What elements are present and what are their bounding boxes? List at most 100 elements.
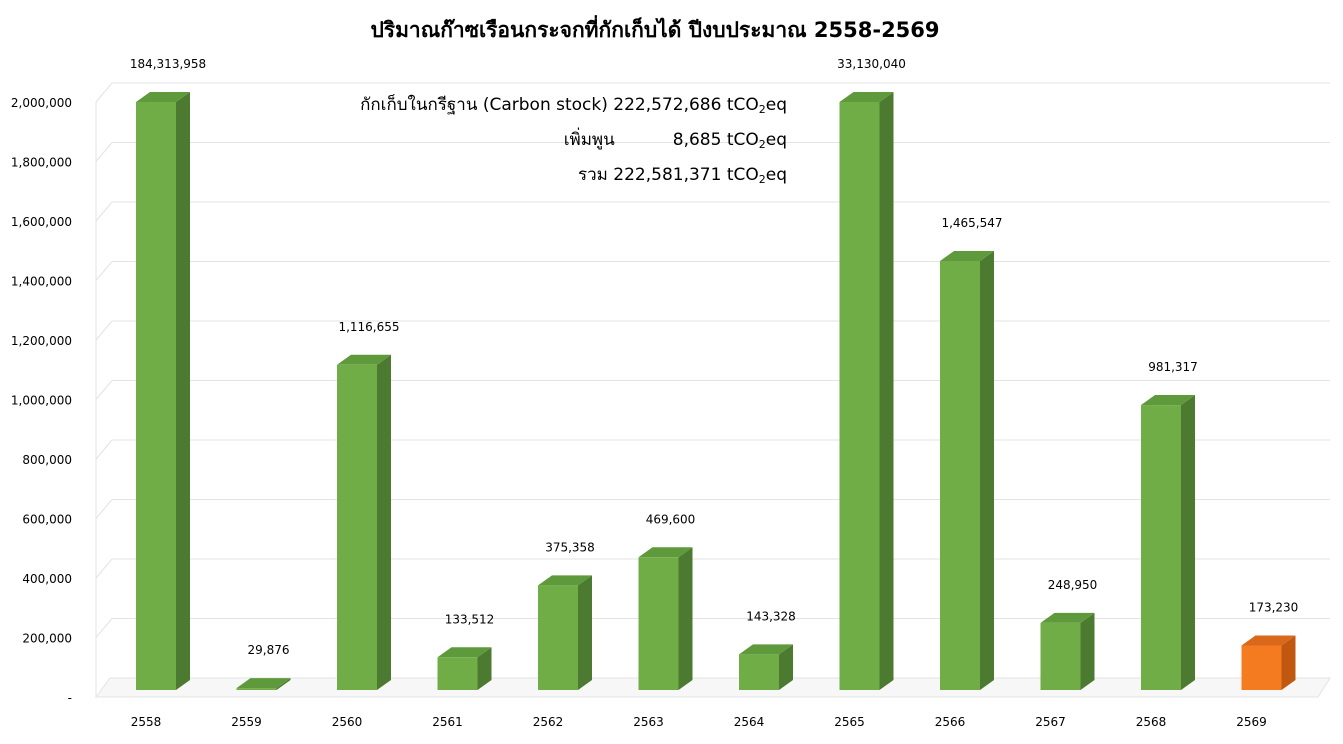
gridline-side bbox=[95, 320, 113, 341]
bar-side bbox=[377, 354, 391, 690]
data-label-2564: 143,328 bbox=[746, 609, 796, 623]
bar-2564 bbox=[739, 644, 793, 690]
y-tick-label: - bbox=[68, 691, 72, 705]
bar-2562 bbox=[538, 575, 592, 690]
x-axis: 2558 2559 2560 2561 2562 2563 2564 2565 2566 2567… bbox=[131, 715, 1267, 729]
bar-side bbox=[980, 250, 994, 691]
bar-top bbox=[1040, 612, 1095, 623]
data-labels: 184,313,958 29,876 1,116,655 133,512 375,358… bbox=[130, 57, 1298, 657]
bar-2566 bbox=[940, 250, 994, 691]
bar-front bbox=[236, 688, 277, 690]
y-tick-label: 1,200,000 bbox=[11, 334, 72, 348]
gridline-side bbox=[95, 439, 113, 460]
y-tick-label: 1,000,000 bbox=[11, 394, 72, 408]
y-tick-label: 600,000 bbox=[22, 513, 72, 527]
bar-top bbox=[236, 678, 291, 689]
data-label-2561: 133,512 bbox=[445, 612, 495, 626]
total-annotation: รวม 222,581,371 tCO2eq bbox=[577, 165, 787, 186]
x-tick-label: 2561 bbox=[432, 715, 463, 729]
data-label-2567: 248,950 bbox=[1048, 578, 1098, 592]
bar-side bbox=[678, 547, 693, 690]
bar-2559 bbox=[236, 678, 291, 690]
x-tick-label: 2558 bbox=[131, 715, 162, 729]
bar-top bbox=[538, 575, 592, 586]
data-label-2569: 173,230 bbox=[1249, 600, 1299, 614]
gridline-side bbox=[95, 380, 113, 400]
x-tick-label: 2562 bbox=[533, 715, 564, 729]
bar-2560 bbox=[337, 354, 391, 690]
bar-2569 bbox=[1241, 635, 1296, 690]
x-tick-label: 2563 bbox=[633, 715, 664, 729]
bar-top bbox=[337, 354, 391, 365]
bar-front bbox=[538, 585, 578, 690]
bars bbox=[136, 92, 1296, 691]
y-tick-label: 1,800,000 bbox=[11, 156, 72, 170]
bar-front bbox=[739, 654, 779, 690]
bar-2568 bbox=[1141, 395, 1195, 690]
bar-side bbox=[276, 678, 291, 690]
bar-front bbox=[940, 260, 980, 690]
gridline-side bbox=[95, 558, 113, 579]
data-label-2568: 981,317 bbox=[1148, 360, 1198, 374]
gridline-side bbox=[95, 201, 113, 222]
data-label-2558: 184,313,958 bbox=[130, 57, 206, 71]
x-tick-label: 2564 bbox=[734, 715, 765, 729]
bar-side bbox=[176, 92, 190, 690]
bar-2563 bbox=[638, 547, 693, 690]
bar-side bbox=[879, 92, 894, 690]
x-tick-label: 2568 bbox=[1136, 715, 1167, 729]
increase-annotation: เพิ่มพูน 8,685 tCO2eq bbox=[563, 130, 787, 151]
y-tick-label: 1,400,000 bbox=[11, 275, 72, 289]
data-label-2563: 469,600 bbox=[646, 512, 696, 526]
bar-top bbox=[638, 547, 693, 558]
bar-top bbox=[940, 250, 994, 261]
bar-front bbox=[136, 102, 176, 690]
bar-side bbox=[1080, 612, 1095, 690]
x-tick-label: 2559 bbox=[231, 715, 262, 729]
bar-front bbox=[839, 102, 880, 690]
data-label-2565: 33,130,040 bbox=[837, 57, 906, 71]
chart-floor bbox=[95, 677, 1331, 698]
y-tick-label: 800,000 bbox=[22, 453, 72, 467]
bar-top bbox=[1241, 635, 1296, 646]
bar-front bbox=[638, 557, 679, 690]
bar-side bbox=[779, 644, 793, 690]
y-tick-label: 2,000,000 bbox=[11, 96, 72, 110]
bar-front bbox=[1241, 645, 1282, 690]
chart-title: ปริมาณก๊าซเรือนกระจกที่กักเก็บได้ ปีงบปร… bbox=[370, 18, 940, 42]
carbon-stock-annotation: กักเก็บในกรีฐาน (Carbon stock) 222,572,6… bbox=[360, 95, 787, 116]
bar-top bbox=[1141, 395, 1195, 406]
y-axis: - 200,000 400,000 600,000 800,000 1,000,000 1,… bbox=[11, 96, 97, 705]
bar-top bbox=[136, 92, 190, 102]
bar-2567 bbox=[1040, 612, 1095, 690]
gridline-side bbox=[95, 499, 113, 519]
bar-top bbox=[739, 644, 793, 655]
bar-front bbox=[1040, 622, 1081, 690]
bar-side bbox=[1281, 635, 1296, 690]
grid-lines bbox=[95, 82, 1331, 698]
bar-front bbox=[437, 657, 478, 690]
gridline-side bbox=[95, 142, 113, 162]
bar-side bbox=[477, 647, 492, 690]
y-tick-label: 1,600,000 bbox=[11, 215, 72, 229]
bar-side bbox=[578, 575, 592, 690]
y-tick-label: 200,000 bbox=[22, 632, 72, 646]
bar-side bbox=[1181, 395, 1195, 690]
y-tick-label: 400,000 bbox=[22, 572, 72, 586]
bar-front bbox=[1141, 405, 1181, 690]
x-tick-label: 2567 bbox=[1035, 715, 1066, 729]
gridline-side bbox=[95, 82, 113, 103]
data-label-2560: 1,116,655 bbox=[338, 320, 399, 334]
x-tick-label: 2565 bbox=[834, 715, 865, 729]
data-label-2559: 29,876 bbox=[248, 643, 290, 657]
bar-top bbox=[839, 92, 894, 102]
x-tick-label: 2569 bbox=[1236, 715, 1267, 729]
bar-2558 bbox=[136, 92, 190, 690]
gridline-side bbox=[95, 261, 113, 281]
x-tick-label: 2560 bbox=[332, 715, 363, 729]
bar-2565 bbox=[839, 92, 894, 690]
data-label-2562: 375,358 bbox=[545, 540, 595, 554]
bar-2561 bbox=[437, 647, 492, 690]
data-label-2566: 1,465,547 bbox=[941, 216, 1002, 230]
